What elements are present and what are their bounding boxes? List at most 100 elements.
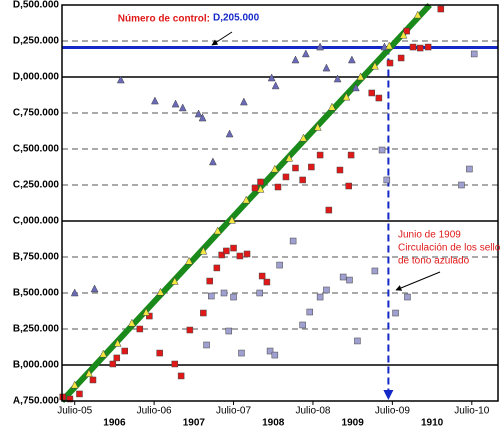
y-tick-label: C,250.000 [13,180,60,191]
square-point [274,183,282,191]
triangle-point [170,276,179,285]
y-tick-label: C,500.000 [13,144,60,155]
triangle-point [328,102,336,111]
triangle-point [99,349,108,358]
y-tick-label: D,500.000 [13,0,60,11]
square-point [121,347,128,355]
square-point [345,182,352,190]
square-point [276,261,283,269]
y-tick-label: D,000.000 [13,72,60,83]
square-point [371,267,379,275]
square-point [66,395,74,403]
triangle-point [127,318,136,327]
square-point [238,349,245,357]
triangle-point [322,63,331,72]
square-point [383,176,391,184]
y-tick-label: B,250.000 [13,324,60,335]
square-point [346,276,353,284]
y-tick-label: D,250.000 [13,36,60,47]
square-point [236,252,244,260]
y-tick-label: C,750.000 [13,108,60,119]
y-tick-label: B,750.000 [13,252,60,263]
square-point [200,309,207,317]
square-point [289,237,297,245]
year-label: 1910 [421,418,444,429]
square-point [177,372,185,380]
square-point [336,166,344,174]
square-point [458,181,465,189]
square-point [354,337,361,345]
plot-area [62,5,498,401]
year-label: 1907 [183,418,206,429]
triangle-point [313,122,322,131]
square-point [386,59,394,67]
square-point [378,146,386,154]
triangle-point [213,226,222,235]
triangle-point [113,338,122,347]
triangle-point [151,96,159,105]
triangle-point [70,288,79,297]
square-point [316,151,324,159]
square-point [466,165,473,173]
square-point [368,89,375,97]
triangle-point [413,10,422,19]
square-point [256,289,263,297]
x-tick-label: Julio-09 [375,406,410,417]
triangle-point [370,61,379,70]
control-value: D,205.000 [213,13,260,24]
triangle-point [299,133,308,142]
square-point [220,289,228,297]
y-tick-label: C,000.000 [13,216,60,227]
square-point [306,308,314,316]
triangle-point [70,380,79,389]
square-point [213,264,221,272]
square-point [271,351,279,359]
x-tick-label: Julio-07 [216,406,251,417]
year-label: 1908 [262,418,285,429]
square-point [225,327,233,335]
square-point [59,393,67,401]
triangle-point [185,256,193,265]
square-point [136,325,144,333]
event-text: Junio de 1909 [398,230,461,241]
square-point [282,173,290,181]
year-label: 1909 [342,418,365,429]
triangle-point [351,83,360,92]
triangle-point [208,157,217,166]
triangle-point [347,55,356,64]
square-point [218,251,225,259]
x-tick-label: Julio-08 [295,406,330,417]
triangle-point [225,129,234,138]
triangle-point [239,97,248,106]
triangle-point [301,49,310,58]
square-point [424,43,432,51]
square-point [186,326,194,334]
square-point [325,206,333,214]
y-tick-label: A,750.000 [13,396,60,407]
triangle-point [242,195,251,204]
square-point [243,250,251,258]
square-point [299,321,306,329]
square-point [266,347,274,355]
square-point [308,163,315,171]
plot-border [61,4,499,402]
triangle-point [178,103,187,112]
square-point [397,54,405,62]
triangle-point [356,72,365,81]
square-point [470,50,478,58]
triangle-point [256,184,265,193]
square-point [203,341,210,349]
square-point [171,360,179,368]
square-point [89,376,97,384]
triangle-point [399,30,408,39]
event-arrow [395,271,441,291]
square-point [146,312,153,320]
square-point [113,354,121,362]
triangle-point [267,73,276,82]
event-text: de tono azulado [398,256,470,267]
square-point [299,176,306,184]
square-point [416,44,424,52]
triangle-point [85,369,93,377]
y-tick-label: B,000.000 [13,360,60,371]
